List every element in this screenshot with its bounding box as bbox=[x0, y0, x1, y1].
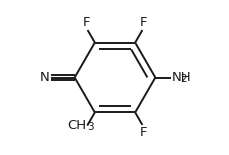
Text: 2: 2 bbox=[179, 74, 186, 84]
Text: N: N bbox=[40, 71, 50, 84]
Text: CH: CH bbox=[67, 119, 86, 132]
Text: F: F bbox=[83, 16, 90, 29]
Text: 3: 3 bbox=[87, 122, 93, 132]
Text: F: F bbox=[139, 16, 146, 29]
Text: F: F bbox=[139, 126, 146, 139]
Text: NH: NH bbox=[171, 71, 190, 84]
